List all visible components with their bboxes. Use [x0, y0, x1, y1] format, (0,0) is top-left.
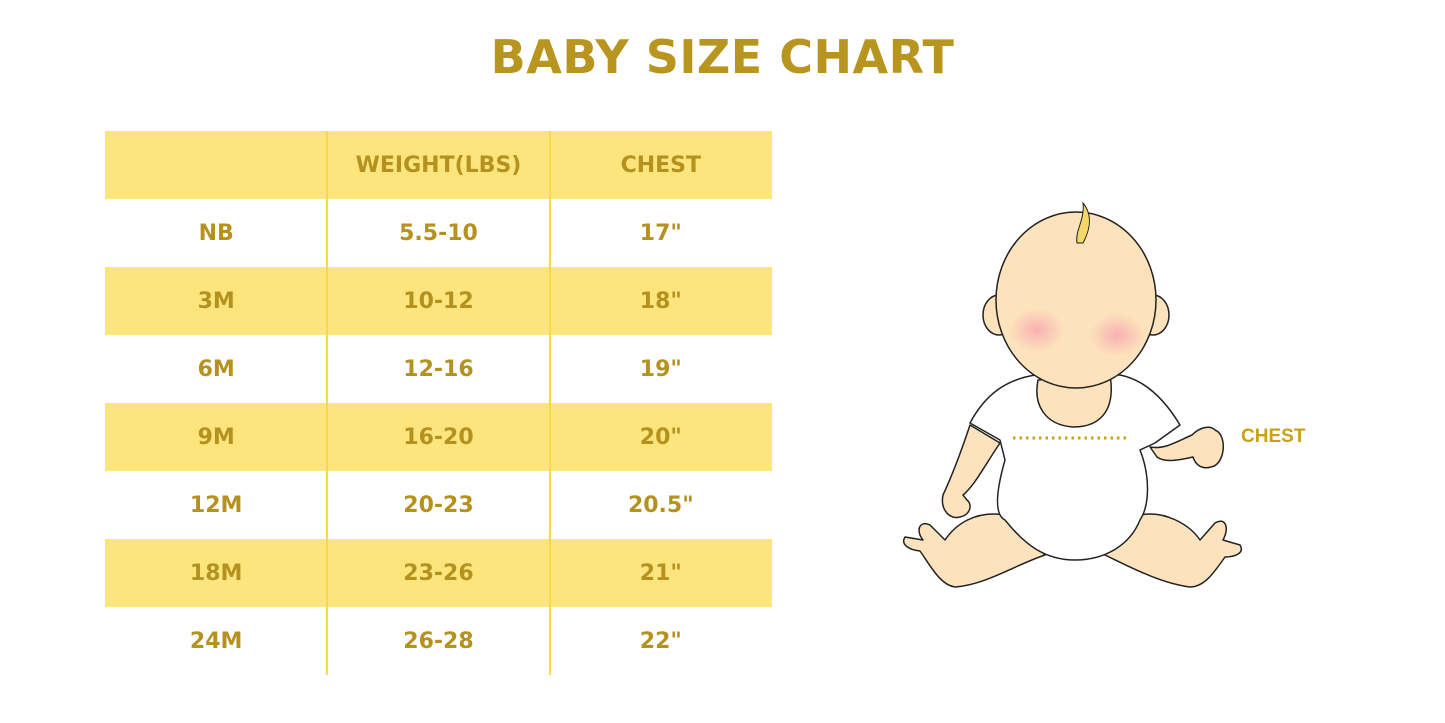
header-cell-size [105, 131, 327, 199]
neck [1036, 374, 1112, 428]
table-header-row: WEIGHT(LBS) CHEST [105, 131, 772, 199]
size-cell: 12M [189, 492, 243, 518]
weight-cell: 20-23 [403, 492, 474, 518]
size-cell: 24M [189, 628, 243, 654]
onesie [969, 374, 1181, 561]
weight-cell: 16-20 [403, 424, 474, 450]
size-cell: 9M [197, 424, 235, 450]
left-leg [903, 513, 1046, 588]
chest-cell: 19" [639, 356, 682, 382]
header-cell-weight: WEIGHT(LBS) [355, 152, 522, 178]
weight-cell: 26-28 [403, 628, 474, 654]
table-row: 3M 10-12 18" [105, 267, 772, 335]
weight-cell: 12-16 [403, 356, 474, 382]
weight-cell: 23-26 [403, 560, 474, 586]
right-leg [1104, 513, 1242, 588]
hair-curl [1076, 201, 1090, 244]
weight-cell: 5.5-10 [399, 220, 478, 246]
right-arm [1149, 426, 1224, 469]
chest-cell: 20" [639, 424, 682, 450]
size-cell: 18M [189, 560, 243, 586]
table-row: 24M 26-28 22" [105, 607, 772, 675]
column-divider [326, 131, 328, 675]
weight-cell: 10-12 [403, 288, 474, 314]
table-row: 6M 12-16 19" [105, 335, 772, 403]
chest-cell: 18" [639, 288, 682, 314]
chest-cell: 21" [639, 560, 682, 586]
left-arm [941, 424, 1001, 519]
chest-cell: 22" [639, 628, 682, 654]
head [995, 211, 1157, 389]
page-title: BABY SIZE CHART [490, 30, 955, 84]
header-cell-chest: CHEST [620, 152, 702, 178]
size-cell: NB [198, 220, 234, 246]
column-divider [549, 131, 551, 675]
table-row: 18M 23-26 21" [105, 539, 772, 607]
table-row: NB 5.5-10 17" [105, 199, 772, 267]
table-row: 12M 20-23 20.5" [105, 471, 772, 539]
size-table: WEIGHT(LBS) CHEST NB 5.5-10 17" 3M 10-12… [105, 131, 772, 675]
size-cell: 6M [197, 356, 235, 382]
chest-label: CHEST [1241, 426, 1306, 447]
chest-cell: 17" [639, 220, 682, 246]
table-row: 9M 16-20 20" [105, 403, 772, 471]
baby-illustration [903, 201, 1242, 588]
size-cell: 3M [197, 288, 235, 314]
chest-cell: 20.5" [627, 492, 694, 518]
